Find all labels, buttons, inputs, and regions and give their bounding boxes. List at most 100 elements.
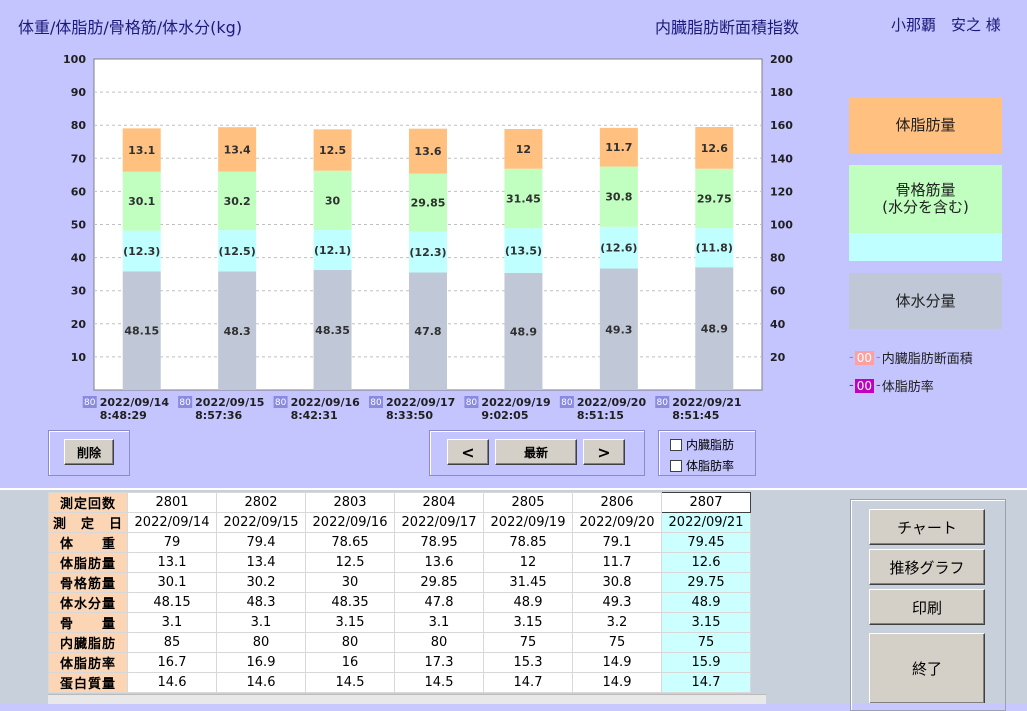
horizontal-scrollbar[interactable] [48,694,766,704]
visceral-checkbox[interactable]: 内臓脂肪 [670,436,734,453]
table-cell[interactable]: 47.8 [394,592,484,613]
table-cell[interactable]: 16.9 [216,652,306,673]
bar-fat [504,129,543,169]
table-cell[interactable]: 2804 [394,492,484,513]
table-cell[interactable]: 79 [127,532,217,553]
label-muscle-water: (12.3) [409,246,446,259]
bar-muscle-water [504,228,543,273]
table-cell[interactable]: 2022/09/14 [127,512,217,533]
table-cell[interactable]: 75 [572,632,662,653]
legend-visceral-label: 内臓脂肪断面積 [881,352,973,367]
table-cell[interactable]: 14.5 [394,672,484,693]
table-cell[interactable]: 30.8 [572,572,662,593]
table-cell[interactable]: 14.6 [127,672,217,693]
table-cell[interactable]: 2022/09/16 [305,512,395,533]
table-cell[interactable]: 2803 [305,492,395,513]
table-cell[interactable]: 2806 [572,492,662,513]
table-cell[interactable]: 48.9 [483,592,573,613]
table-cell[interactable]: 3.1 [216,612,306,633]
table-cell[interactable]: 3.15 [305,612,395,633]
table-cell[interactable]: 11.7 [572,552,662,573]
display-options-group [658,430,756,476]
next-button[interactable]: > [583,439,625,465]
row-label: 体脂肪率 [48,652,128,673]
table-cell[interactable]: 78.95 [394,532,484,553]
table-cell[interactable]: 12.5 [305,552,395,573]
table-cell[interactable]: 14.7 [661,672,751,693]
table-cell[interactable]: 14.7 [483,672,573,693]
table-cell[interactable]: 2807 [661,492,751,513]
table-cell[interactable]: 49.3 [572,592,662,613]
table-cell[interactable]: 14.9 [572,672,662,693]
table-cell[interactable]: 13.6 [394,552,484,573]
prev-button[interactable]: < [447,439,489,465]
table-cell[interactable]: 30.2 [216,572,306,593]
chart-title: 体重/体脂肪/骨格筋/体水分(kg) [18,18,243,37]
y2-tick-label: 100 [770,219,793,232]
print-button[interactable]: 印刷 [869,589,985,625]
table-cell[interactable]: 15.9 [661,652,751,673]
legend-fatrate: -00- 体脂肪率 [849,378,934,395]
table-cell[interactable]: 13.1 [127,552,217,573]
table-cell[interactable]: 3.15 [483,612,573,633]
latest-button[interactable]: 最新 [495,439,577,465]
table-cell[interactable]: 2022/09/17 [394,512,484,533]
table-cell[interactable]: 80 [394,632,484,653]
table-cell[interactable]: 3.1 [127,612,217,633]
table-cell[interactable]: 14.5 [305,672,395,693]
table-cell[interactable]: 3.2 [572,612,662,633]
table-cell[interactable]: 31.45 [483,572,573,593]
fatrate-checkbox-box[interactable] [670,459,682,472]
table-cell[interactable]: 30.1 [127,572,217,593]
table-cell[interactable]: 48.9 [661,592,751,613]
table-cell[interactable]: 3.1 [394,612,484,633]
table-cell[interactable]: 16 [305,652,395,673]
label-water: 47.8 [414,325,441,338]
table-cell[interactable]: 79.4 [216,532,306,553]
table-cell[interactable]: 2802 [216,492,306,513]
table-cell[interactable]: 80 [216,632,306,653]
table-cell[interactable]: 2022/09/21 [661,512,751,533]
visceral-checkbox-box[interactable] [670,438,682,451]
table-cell[interactable]: 16.7 [127,652,217,673]
table-cell[interactable]: 14.9 [572,652,662,673]
exit-button[interactable]: 終了 [869,633,985,703]
table-cell[interactable]: 75 [661,632,751,653]
table-row: 骨格筋量 30.1 30.2 30 29.85 31.45 30.8 29.75 [48,572,751,593]
table-cell[interactable]: 14.6 [216,672,306,693]
table-cell[interactable]: 13.4 [216,552,306,573]
table-cell[interactable]: 15.3 [483,652,573,673]
table-cell[interactable]: 17.3 [394,652,484,673]
label-water: 48.9 [510,325,537,338]
fatrate-checkbox[interactable]: 体脂肪率 [670,457,734,474]
table-cell[interactable]: 78.85 [483,532,573,553]
table-cell[interactable]: 48.3 [216,592,306,613]
table-cell[interactable]: 75 [483,632,573,653]
table-cell[interactable]: 29.85 [394,572,484,593]
table-cell[interactable]: 85 [127,632,217,653]
chart-button[interactable]: チャート [869,509,985,545]
table-cell[interactable]: 2022/09/15 [216,512,306,533]
table-cell[interactable]: 2801 [127,492,217,513]
table-cell[interactable]: 48.35 [305,592,395,613]
trend-graph-button[interactable]: 推移グラフ [869,549,985,585]
table-cell[interactable]: 78.65 [305,532,395,553]
table-cell[interactable]: 12 [483,552,573,573]
bar-water [122,271,161,390]
table-cell[interactable]: 2022/09/19 [483,512,573,533]
table-cell[interactable]: 2022/09/20 [572,512,662,533]
table-cell[interactable]: 48.15 [127,592,217,613]
category-tag-bg [559,396,574,408]
table-cell[interactable]: 79.1 [572,532,662,553]
table-cell[interactable]: 29.75 [661,572,751,593]
delete-button[interactable]: 削除 [64,439,114,465]
table-cell[interactable]: 80 [305,632,395,653]
table-cell[interactable]: 3.15 [661,612,751,633]
fatrate-checkbox-label: 体脂肪率 [686,459,735,473]
table-cell[interactable]: 79.45 [661,532,751,553]
bar-muscle-water [599,226,638,269]
table-cell[interactable]: 2805 [483,492,573,513]
category-date: 2022/09/15 [195,396,264,409]
table-cell[interactable]: 30 [305,572,395,593]
table-cell[interactable]: 12.6 [661,552,751,573]
